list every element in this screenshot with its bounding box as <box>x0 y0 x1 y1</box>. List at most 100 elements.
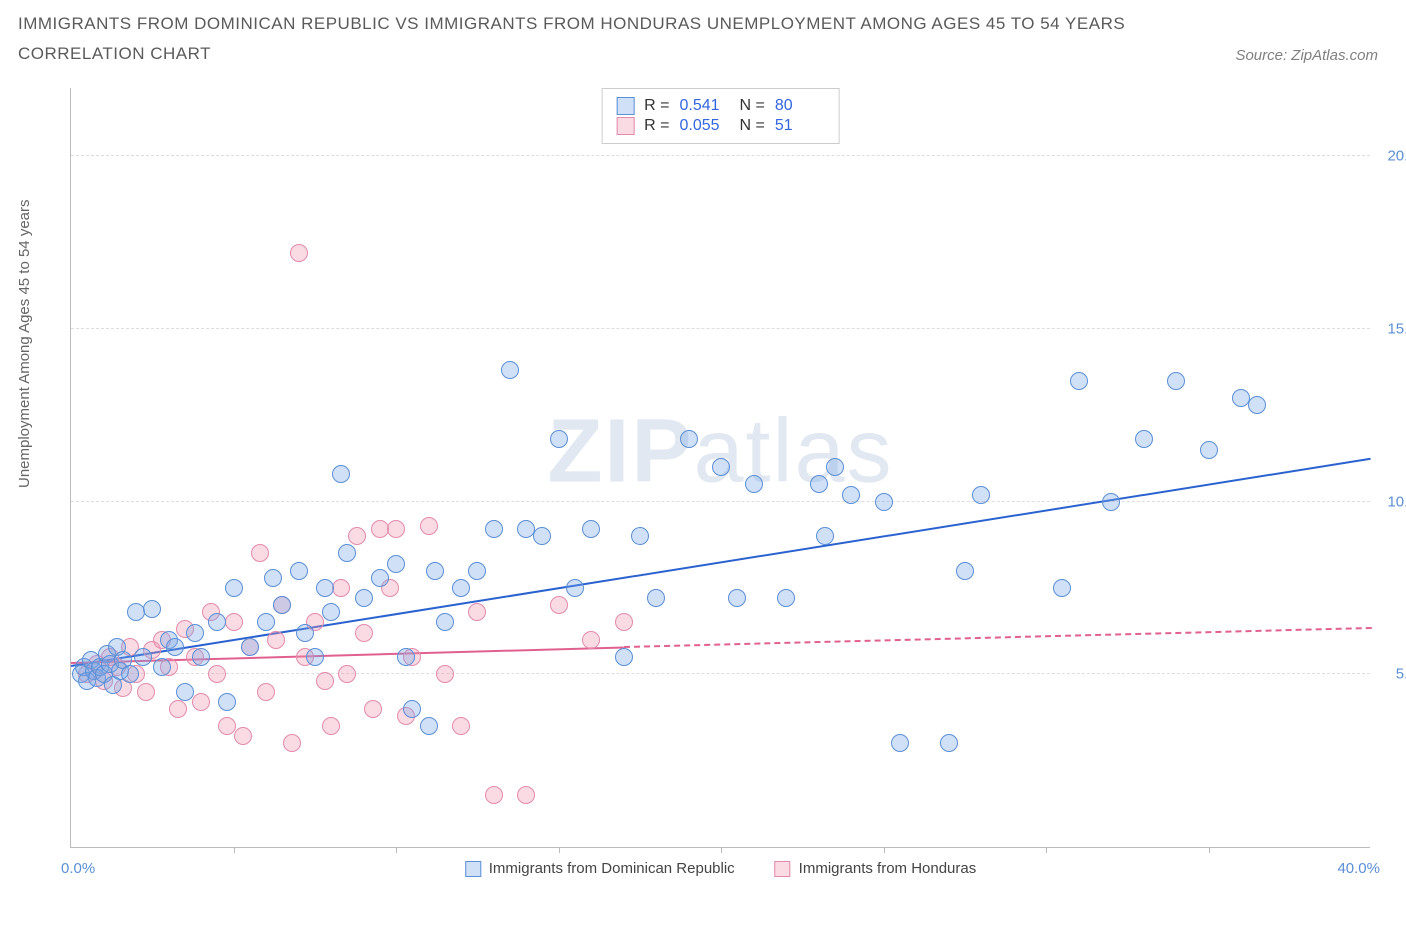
bottom-legend-label-blue: Immigrants from Dominican Republic <box>489 860 735 877</box>
n-label: N = <box>740 97 765 115</box>
y-tick-label: 5.0% <box>1375 666 1406 683</box>
r-value-pink: 0.055 <box>680 117 730 135</box>
scatter-point <box>1167 372 1185 390</box>
scatter-point <box>426 562 444 580</box>
scatter-point <box>728 589 746 607</box>
x-tick <box>721 847 722 853</box>
scatter-point <box>647 589 665 607</box>
legend-swatch-pink <box>616 117 634 135</box>
scatter-point <box>121 665 139 683</box>
scatter-point <box>251 544 269 562</box>
gridline <box>71 155 1370 156</box>
legend-row-blue: R = 0.541 N = 80 <box>616 97 825 115</box>
gridline <box>71 328 1370 329</box>
scatter-point <box>1102 493 1120 511</box>
scatter-point <box>134 648 152 666</box>
scatter-point <box>550 430 568 448</box>
scatter-point <box>143 600 161 618</box>
scatter-point <box>420 717 438 735</box>
scatter-point <box>371 569 389 587</box>
scatter-point <box>338 544 356 562</box>
scatter-point <box>745 475 763 493</box>
scatter-point <box>186 624 204 642</box>
bottom-swatch-pink <box>775 861 791 877</box>
x-axis-min-label: 0.0% <box>61 860 95 877</box>
trend-line <box>71 458 1371 667</box>
scatter-point <box>257 683 275 701</box>
scatter-point <box>452 579 470 597</box>
scatter-point <box>208 613 226 631</box>
scatter-point <box>582 631 600 649</box>
watermark-bold: ZIP <box>547 402 693 502</box>
bottom-legend-item-blue: Immigrants from Dominican Republic <box>465 860 735 877</box>
scatter-point <box>533 527 551 545</box>
scatter-point <box>332 579 350 597</box>
scatter-point <box>387 555 405 573</box>
scatter-point <box>615 613 633 631</box>
scatter-point <box>169 700 187 718</box>
scatter-point <box>316 672 334 690</box>
scatter-point <box>1070 372 1088 390</box>
scatter-point <box>842 486 860 504</box>
scatter-point <box>364 700 382 718</box>
scatter-point <box>176 683 194 701</box>
scatter-point <box>348 527 366 545</box>
scatter-point <box>225 579 243 597</box>
scatter-point <box>468 562 486 580</box>
legend-row-pink: R = 0.055 N = 51 <box>616 117 825 135</box>
scatter-point <box>1053 579 1071 597</box>
scatter-point <box>956 562 974 580</box>
scatter-point <box>290 562 308 580</box>
scatter-point <box>468 603 486 621</box>
x-tick <box>234 847 235 853</box>
scatter-point <box>550 596 568 614</box>
scatter-point <box>322 717 340 735</box>
scatter-point <box>485 520 503 538</box>
scatter-point <box>403 700 421 718</box>
bottom-legend: Immigrants from Dominican Republic Immig… <box>465 860 976 877</box>
scatter-point <box>127 603 145 621</box>
r-label: R = <box>644 97 669 115</box>
y-tick-label: 15.0% <box>1375 320 1406 337</box>
scatter-plot: ZIPatlas R = 0.541 N = 80 R = 0.055 N = … <box>70 88 1370 848</box>
scatter-point <box>972 486 990 504</box>
scatter-point <box>283 734 301 752</box>
legend-swatch-blue <box>616 97 634 115</box>
n-value-blue: 80 <box>775 97 825 115</box>
scatter-point <box>267 631 285 649</box>
scatter-point <box>420 517 438 535</box>
scatter-point <box>192 693 210 711</box>
scatter-point <box>436 613 454 631</box>
scatter-point <box>517 786 535 804</box>
scatter-point <box>615 648 633 666</box>
scatter-point <box>436 665 454 683</box>
gridline <box>71 501 1370 502</box>
scatter-point <box>810 475 828 493</box>
scatter-point <box>306 648 324 666</box>
scatter-point <box>875 493 893 511</box>
x-tick <box>884 847 885 853</box>
x-axis-max-label: 40.0% <box>1337 860 1380 877</box>
scatter-point <box>826 458 844 476</box>
watermark-rest: atlas <box>693 402 893 502</box>
scatter-point <box>296 624 314 642</box>
watermark: ZIPatlas <box>547 401 893 504</box>
scatter-point <box>1200 441 1218 459</box>
scatter-point <box>566 579 584 597</box>
title-line-1: IMMIGRANTS FROM DOMINICAN REPUBLIC VS IM… <box>18 14 1125 34</box>
x-tick <box>396 847 397 853</box>
scatter-point <box>712 458 730 476</box>
r-label: R = <box>644 117 669 135</box>
scatter-point <box>891 734 909 752</box>
scatter-point <box>166 638 184 656</box>
y-tick-label: 10.0% <box>1375 493 1406 510</box>
scatter-point <box>485 786 503 804</box>
title-block: IMMIGRANTS FROM DOMINICAN REPUBLIC VS IM… <box>18 14 1125 64</box>
scatter-point <box>1248 396 1266 414</box>
scatter-point <box>208 665 226 683</box>
scatter-point <box>192 648 210 666</box>
scatter-point <box>332 465 350 483</box>
scatter-point <box>218 717 236 735</box>
scatter-point <box>397 648 415 666</box>
scatter-point <box>777 589 795 607</box>
